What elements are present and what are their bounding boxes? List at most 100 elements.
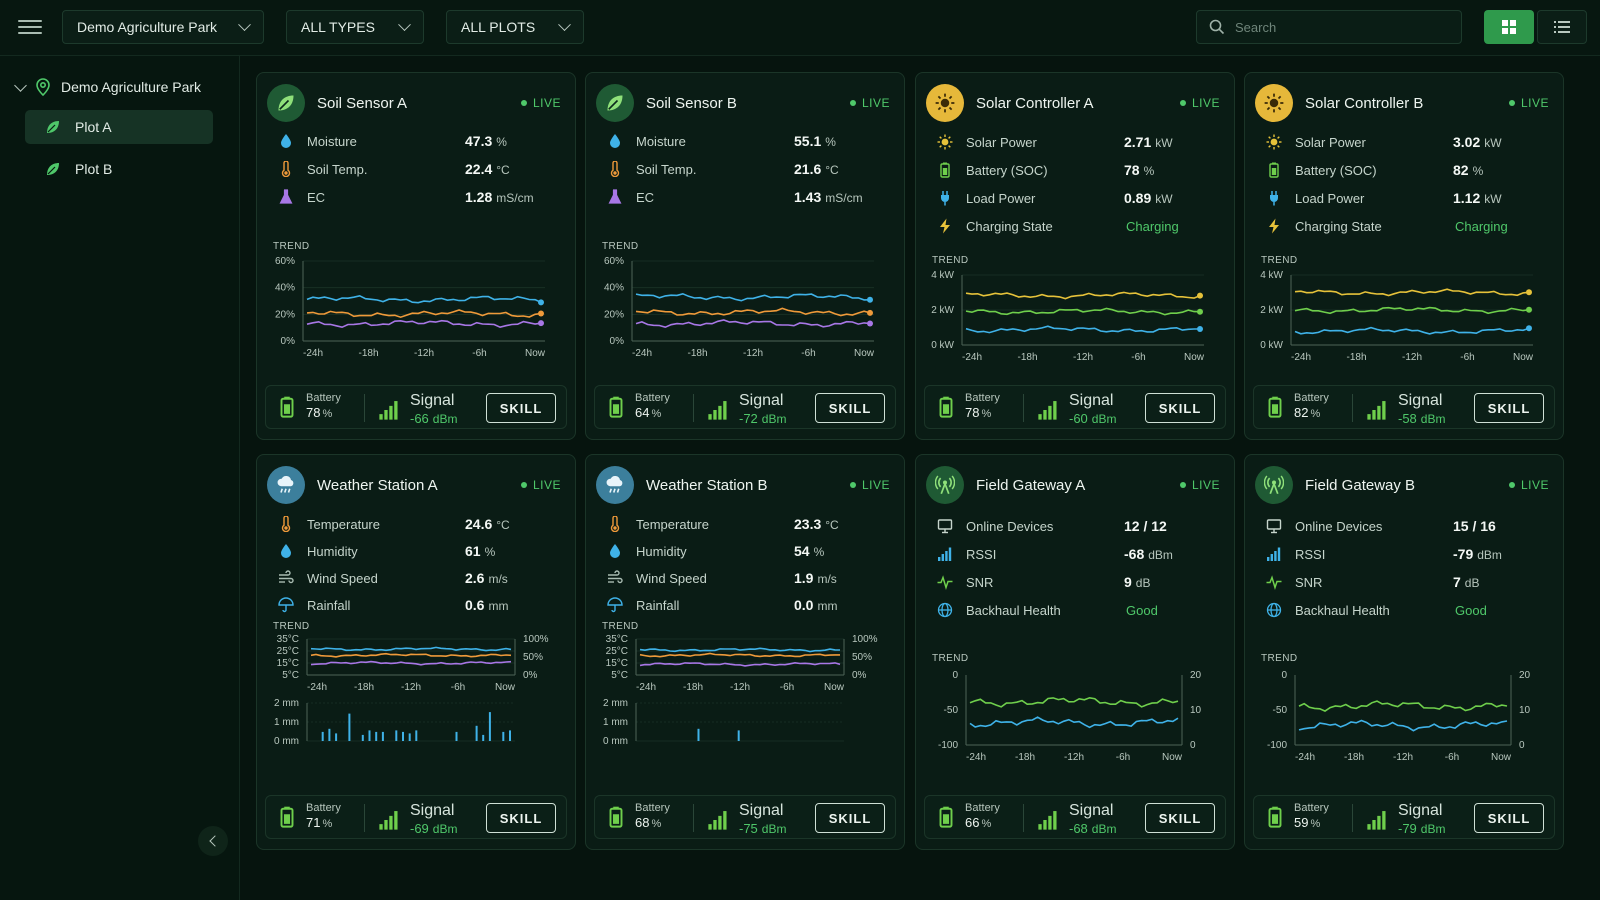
droplet-icon — [281, 134, 291, 148]
signal-label: Signal — [739, 392, 784, 409]
grid-view-button[interactable] — [1484, 10, 1534, 44]
bolt-icon — [1269, 218, 1279, 234]
signal-bars-icon — [1267, 547, 1281, 561]
metric-label: Load Power — [966, 190, 1036, 206]
signal-status: Signal -79 dBm — [1366, 802, 1445, 838]
battery-value: 64 — [635, 405, 650, 420]
rain-bar — [697, 728, 700, 741]
trend-chart: 4 kW 2 kW 0 kW -24h -18h -12h -6h Now — [931, 270, 1205, 363]
rain-bar — [368, 730, 371, 741]
card-title: Solar Controller A — [976, 94, 1094, 112]
thermometer-icon — [281, 161, 291, 177]
x-tick-label: -24h — [1291, 352, 1311, 363]
metric-label: Soil Temp. — [636, 161, 697, 177]
tree-root-park[interactable]: Demo Agriculture Park — [14, 78, 201, 96]
metric-value: 21.6 °C — [794, 161, 839, 177]
device-card[interactable]: Solar Controller A LIVE Solar Power 2.71… — [915, 72, 1235, 440]
sidebar-item-plot-a[interactable]: Plot A — [25, 110, 213, 144]
device-card[interactable]: Field Gateway B LIVE Online Devices 15 /… — [1244, 454, 1564, 850]
y2-tick-label: 0% — [852, 670, 867, 681]
trend-chart: 60% 40% 20% 0% -24h -18h -12h -6h Now — [604, 256, 875, 359]
x-tick-label: -24h — [307, 682, 327, 693]
series-line-1 — [310, 652, 512, 658]
sun-icon — [1266, 134, 1282, 150]
y-tick-label: 0 — [952, 670, 958, 681]
plot-select-label: ALL PLOTS — [461, 19, 536, 35]
skill-button[interactable]: SKILL — [1474, 393, 1544, 423]
battery-icon — [280, 806, 294, 828]
trend-chart-container: 60% 40% 20% 0% -24h -18h -12h -6h Now — [594, 255, 898, 370]
skill-button[interactable]: SKILL — [486, 393, 556, 423]
rain-bar — [502, 731, 505, 741]
x-tick-label: -18h — [1017, 352, 1037, 363]
list-view-button[interactable] — [1537, 10, 1587, 44]
card-title: Soil Sensor B — [646, 94, 737, 112]
skill-button[interactable]: SKILL — [486, 803, 556, 833]
skill-button[interactable]: SKILL — [815, 803, 885, 833]
signal-value: -66 — [410, 411, 429, 426]
device-card[interactable]: Weather Station A LIVE Temperature 24.6 °… — [256, 454, 576, 850]
series-end-point — [538, 310, 544, 317]
metric-value: Charging — [1126, 218, 1179, 234]
metric-value: 15 / 16 — [1453, 518, 1496, 534]
x-tick-label: Now — [1513, 352, 1534, 363]
metric-value: 78% — [1124, 162, 1155, 178]
skill-button[interactable]: SKILL — [1474, 803, 1544, 833]
signal-value: -69 — [410, 821, 429, 836]
series-end-point — [1197, 292, 1203, 299]
collapse-sidebar-button[interactable] — [198, 826, 228, 856]
series-end-point — [867, 320, 873, 327]
search-box[interactable] — [1196, 10, 1462, 44]
x-tick-label: -24h — [636, 682, 656, 693]
metric-row: Moisture 47.3% — [275, 130, 561, 152]
card-header: Solar Controller A LIVE — [926, 83, 1220, 123]
plot-select[interactable]: ALL PLOTS — [446, 10, 584, 44]
trend-chart-container: 35°C 25°C 15°C 5°C 100% 50% 0% -24h -18h -12h -6h N… — [594, 633, 898, 798]
series-end-point — [1197, 326, 1203, 332]
metric-value: 23.3 °C — [794, 516, 839, 532]
battery-label: Battery — [965, 392, 1000, 404]
skill-button[interactable]: SKILL — [1145, 803, 1215, 833]
x-tick-label: -12h — [1402, 352, 1422, 363]
skill-button[interactable]: SKILL — [1145, 393, 1215, 423]
footer-divider — [1352, 804, 1353, 832]
metric-row: Wind Speed 2.6 m/s — [275, 567, 561, 589]
series-line-0 — [1298, 700, 1508, 713]
search-input[interactable] — [1235, 19, 1435, 35]
type-select[interactable]: ALL TYPES — [286, 10, 424, 44]
device-card[interactable]: Field Gateway A LIVE Online Devices 12 /… — [915, 454, 1235, 850]
y-tick-label: -50 — [1273, 705, 1288, 716]
skill-button[interactable]: SKILL — [815, 393, 885, 423]
metric-label: Rainfall — [307, 597, 351, 613]
thermometer-icon — [281, 516, 291, 532]
device-card[interactable]: Solar Controller B LIVE Solar Power 3.02… — [1244, 72, 1564, 440]
sidebar-item-plot-b[interactable]: Plot B — [25, 152, 213, 186]
rain-bar — [737, 730, 740, 741]
x-tick-label: -18h — [1344, 752, 1364, 763]
device-card[interactable]: Weather Station B LIVE Temperature 23.3 °… — [585, 454, 905, 850]
device-type-badge — [1255, 84, 1293, 122]
metric-value: -68 dBm — [1124, 546, 1173, 562]
device-card[interactable]: Soil Sensor A LIVE Moisture 47.3% Soil T… — [256, 72, 576, 440]
x-tick-label: -18h — [687, 348, 707, 359]
metric-label: Charging State — [1295, 218, 1382, 234]
signal-label: Signal — [1069, 392, 1114, 409]
metric-row: Battery (SOC) 82% — [1263, 159, 1549, 181]
device-card[interactable]: Soil Sensor B LIVE Moisture 55.1% Soil T… — [585, 72, 905, 440]
menu-icon[interactable] — [18, 16, 42, 38]
device-type-badge — [1255, 466, 1293, 504]
series-line-2 — [635, 319, 871, 329]
type-select-label: ALL TYPES — [301, 19, 375, 35]
chevron-down-icon — [558, 17, 571, 31]
signal-status: Signal -66 dBm — [378, 392, 457, 428]
metric-value: 0.6 mm — [465, 597, 509, 613]
park-select[interactable]: Demo Agriculture Park — [62, 10, 264, 44]
y-tick-label: 2 kW — [1260, 305, 1283, 316]
battery-status: Battery 82% — [1264, 392, 1329, 422]
battery-icon — [939, 396, 953, 418]
signal-label: Signal — [739, 802, 784, 819]
rain-bar — [455, 731, 458, 741]
x-tick-label: -24h — [1295, 752, 1315, 763]
card-footer: Battery 66% Signal -68 dBm SKILL — [924, 795, 1226, 839]
y-tick-label: 60% — [275, 256, 295, 267]
